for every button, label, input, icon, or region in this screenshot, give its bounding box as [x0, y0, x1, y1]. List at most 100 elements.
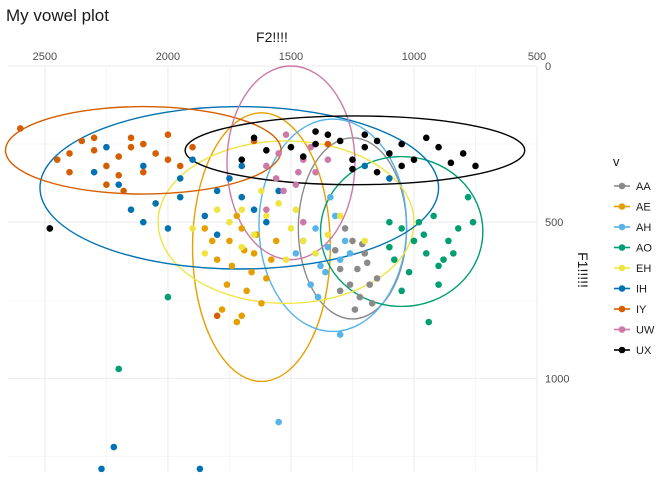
data-point-iy [103, 162, 110, 170]
data-point-ux [349, 165, 356, 173]
data-point-ah [336, 331, 344, 338]
legend-key-point [618, 346, 626, 354]
data-point-ah [312, 225, 319, 232]
data-point-ux [422, 134, 430, 142]
data-point-ah [327, 193, 334, 201]
data-point-eh [336, 212, 344, 220]
data-point-ux [238, 156, 246, 163]
data-point-iy [176, 162, 184, 170]
data-point-ux [312, 128, 319, 135]
data-point-iy [127, 143, 135, 151]
data-point-ih [196, 465, 204, 473]
data-point-ih [176, 193, 184, 201]
ellipse-ae [191, 112, 332, 383]
data-point-eh [201, 250, 209, 257]
data-point-ao [398, 287, 405, 295]
data-point-iy [90, 147, 98, 154]
data-point-ux [373, 168, 381, 176]
legend-key-point [618, 285, 626, 292]
data-point-ih [98, 465, 105, 473]
data-point-eh [213, 206, 221, 213]
legend-key-point [618, 203, 626, 210]
data-point-ih [263, 218, 270, 226]
data-point-iy [115, 172, 123, 179]
data-point-aa [336, 287, 344, 295]
data-point-ux [398, 162, 405, 170]
data-point-iy [152, 150, 159, 157]
data-point-ao [435, 281, 442, 288]
ellipse-ao [319, 155, 484, 308]
legend-item-ao: AO [614, 243, 652, 255]
data-point-ih [103, 143, 110, 151]
legend-item-uw: UW [614, 325, 655, 337]
data-point-ao [386, 243, 393, 251]
data-point-aa [351, 306, 359, 313]
ellipse-ux [184, 115, 526, 186]
legend-item-eh: EH [614, 263, 651, 275]
data-point-ao [420, 231, 428, 238]
ellipses [4, 65, 526, 383]
x-tick-label: 500 [528, 51, 546, 63]
data-point-ao [398, 225, 405, 232]
data-point-ao [164, 293, 172, 301]
data-point-ao [115, 365, 123, 373]
data-point-eh [263, 212, 270, 220]
data-point-uw [282, 131, 290, 139]
data-point-eh [292, 206, 300, 213]
data-point-ux [361, 131, 369, 139]
data-point-iy [66, 150, 73, 157]
data-point-aa [366, 281, 373, 288]
legend-label: AA [636, 181, 651, 193]
chart-title: My vowel plot [6, 6, 109, 25]
data-point-ih [140, 218, 147, 226]
data-point-ux [349, 156, 356, 163]
data-point-ux [46, 225, 54, 232]
data-point-iy [189, 143, 196, 151]
data-point-ao [415, 218, 423, 226]
legend-key-point [618, 223, 626, 231]
data-point-eh [238, 206, 246, 213]
data-point-ah [307, 281, 314, 288]
data-point-ah [336, 256, 344, 263]
data-point-eh [299, 237, 307, 245]
data-point-ux [336, 137, 344, 145]
ellipse-ih [39, 105, 440, 270]
data-point-ih [164, 225, 172, 232]
data-point-ux [386, 150, 393, 157]
data-point-ih [250, 206, 258, 213]
data-point-eh [238, 243, 246, 251]
data-point-iy [164, 131, 172, 139]
y-tick-label: 0 [545, 61, 551, 73]
data-point-ao [464, 193, 472, 201]
data-point-ux [299, 153, 307, 160]
data-point-iy [66, 168, 73, 176]
legend: AA AE AH AO EH IH IY UW UX [614, 181, 655, 357]
data-point-iy [120, 187, 127, 195]
data-point-aa [354, 265, 361, 273]
data-point-ih [386, 175, 393, 182]
legend-label: UX [636, 345, 652, 357]
x-tick-label: 2500 [33, 51, 57, 63]
legend-label: AO [636, 243, 652, 255]
legend-key-point [618, 182, 626, 190]
data-point-eh [189, 225, 196, 232]
legend-key-point [618, 264, 626, 272]
data-point-ao [405, 268, 413, 276]
data-point-ae [213, 256, 221, 263]
y-axis-title: F1!!!!! [575, 252, 591, 288]
data-point-ao [425, 318, 433, 326]
data-point-ah [346, 250, 354, 257]
data-point-uw [280, 187, 287, 195]
data-point-aa [361, 250, 369, 257]
data-point-eh [282, 256, 290, 263]
legend-key-point [618, 244, 626, 251]
data-point-aa [363, 259, 371, 267]
data-point-ao [430, 212, 437, 220]
data-point-uw [299, 218, 307, 226]
data-point-ux [472, 162, 479, 170]
data-point-ao [469, 218, 477, 226]
data-point-iy [140, 168, 147, 176]
data-point-eh [324, 231, 332, 238]
